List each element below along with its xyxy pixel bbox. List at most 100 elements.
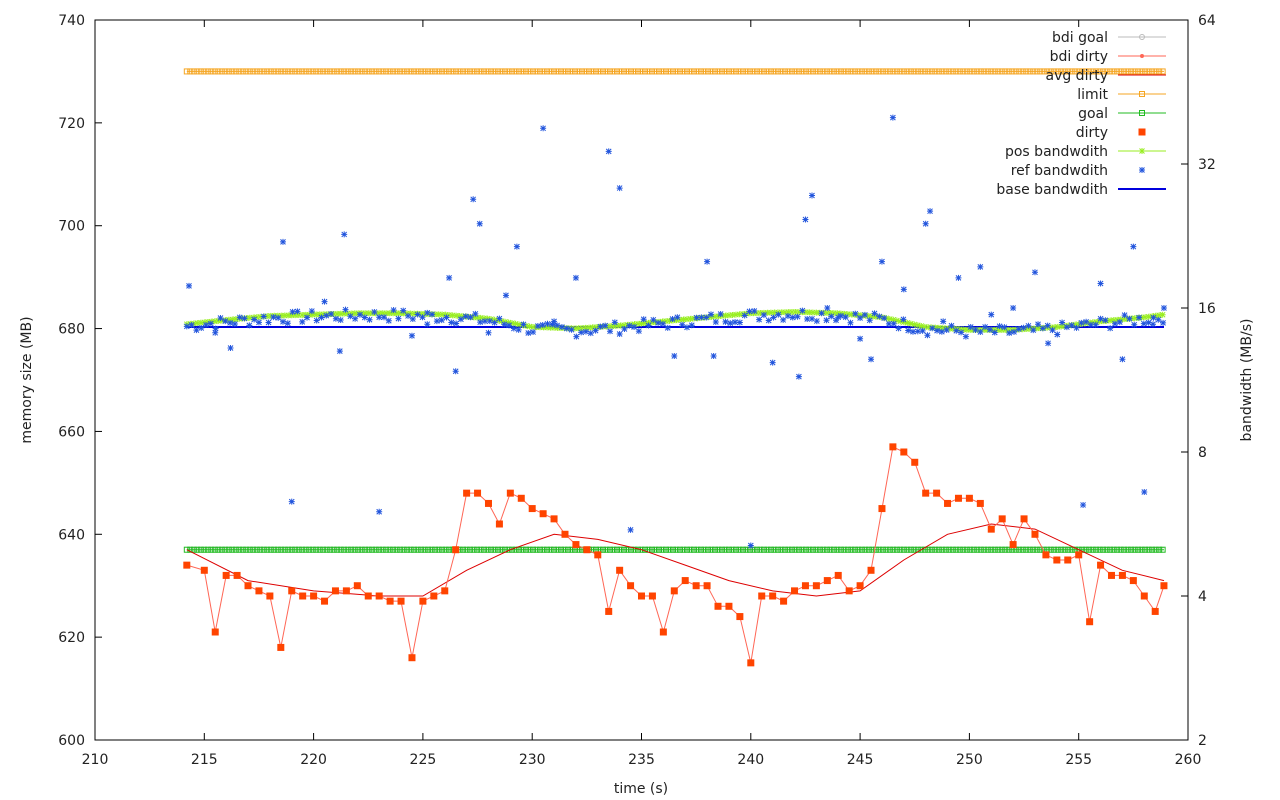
goal-point	[428, 546, 435, 553]
dirty-point	[255, 587, 263, 595]
limit-point	[1145, 68, 1152, 75]
dirty-point	[933, 489, 941, 497]
ref-bandwidth-point	[770, 314, 777, 321]
goal-point	[939, 546, 946, 553]
x-tick-label: 235	[628, 752, 655, 768]
goal-point	[837, 546, 844, 553]
pos-bandwidth-point	[386, 310, 393, 317]
goal-point	[827, 546, 834, 553]
limit-point	[988, 68, 995, 75]
limit-point	[932, 68, 939, 75]
y-tick-label: 680	[58, 322, 85, 338]
ref-bandwidth-point	[895, 325, 902, 332]
legend-label-ref-bandwidth: ref bandwdith	[1011, 163, 1108, 179]
pos-bandwidth-point	[295, 312, 302, 319]
limit-point	[662, 68, 669, 75]
legend-label-base-bandwidth: base bandwdith	[996, 182, 1108, 198]
limit-point	[1023, 68, 1030, 75]
ref-bandwidth-point	[409, 316, 416, 323]
limit-point	[1131, 68, 1138, 75]
goal-point	[1058, 546, 1065, 553]
goal-point	[274, 546, 281, 553]
avg-dirty-line	[186, 523, 1165, 597]
ref-bandwidth-point	[1150, 314, 1157, 321]
limit-point	[760, 68, 767, 75]
dirty-point	[900, 448, 908, 456]
goal-point	[715, 546, 722, 553]
goal-point	[397, 546, 404, 553]
goal-point	[1019, 546, 1026, 553]
pos-bandwidth-point	[949, 325, 956, 332]
goal-point	[1159, 546, 1166, 553]
pos-bandwidth-point	[1075, 321, 1082, 328]
y-tick-label: 620	[58, 630, 85, 646]
pos-bandwidth-point	[764, 309, 771, 316]
ref-bandwidth-point	[635, 328, 642, 335]
goal-point	[907, 546, 914, 553]
dirty-point	[288, 587, 296, 595]
limit-point	[621, 68, 628, 75]
limit-point	[1026, 68, 1033, 75]
ref-bandwidth-point	[438, 317, 445, 324]
ref-bandwidth-point	[746, 308, 753, 315]
legend-samples	[1118, 34, 1166, 190]
goal-point	[652, 546, 659, 553]
dirty-point	[823, 577, 831, 585]
goal-point	[669, 546, 676, 553]
ref-bandwidth-outlier	[1130, 243, 1137, 250]
limit-point	[579, 68, 586, 75]
goal-point	[540, 546, 547, 553]
limit-point	[897, 68, 904, 75]
ref-bandwidth-outlier	[977, 263, 984, 270]
goal-point	[358, 546, 365, 553]
limit-point	[603, 68, 610, 75]
limit-point	[432, 68, 439, 75]
limit-point	[614, 68, 621, 75]
pos-bandwidth-point	[1142, 314, 1149, 321]
limit-point	[946, 68, 953, 75]
goal-point	[260, 546, 267, 553]
dirty-point	[681, 577, 689, 585]
goal-point	[330, 546, 337, 553]
ref-bandwidth-point	[962, 333, 969, 340]
limit-point	[711, 68, 718, 75]
dirty-point	[889, 443, 897, 451]
limit-point	[285, 68, 292, 75]
limit-point	[911, 68, 918, 75]
ref-bandwidth-outlier	[572, 274, 579, 281]
pos-bandwidth-point	[201, 319, 208, 326]
goal-point	[662, 546, 669, 553]
ref-bandwidth-point	[823, 317, 830, 324]
pos-bandwidth-point	[635, 320, 642, 327]
dirty-point	[506, 489, 514, 497]
ref-bandwidth-point	[905, 327, 912, 334]
goal-point	[348, 546, 355, 553]
pos-bandwidth-point	[218, 317, 225, 324]
pos-bandwidth-point	[722, 312, 729, 319]
limit-point	[722, 68, 729, 75]
goal-point	[323, 546, 330, 553]
goal-point	[1128, 546, 1135, 553]
goal-point	[421, 546, 428, 553]
pos-bandwidth-point	[802, 309, 809, 316]
goal-point	[883, 546, 890, 553]
legend-sample-marker	[1140, 54, 1144, 58]
limit-point	[215, 68, 222, 75]
pos-bandwidth-point	[676, 316, 683, 323]
pos-bandwidth-point	[687, 315, 694, 322]
limit-point	[582, 68, 589, 75]
goal-point	[1051, 546, 1058, 553]
limit-point	[802, 68, 809, 75]
goal-point	[519, 546, 526, 553]
dirty-point	[856, 582, 864, 590]
y-axis-ticks: 600 620 640 660 680 700 720 740	[58, 13, 102, 749]
ref-bandwidth-point	[592, 327, 599, 334]
limit-point	[1152, 68, 1159, 75]
goal-point	[320, 546, 327, 553]
limit-point	[855, 68, 862, 75]
limit-point	[708, 68, 715, 75]
ref-bandwidth-point	[279, 318, 286, 325]
limit-point	[799, 68, 806, 75]
goal-point	[533, 546, 540, 553]
goal-point	[687, 546, 694, 553]
